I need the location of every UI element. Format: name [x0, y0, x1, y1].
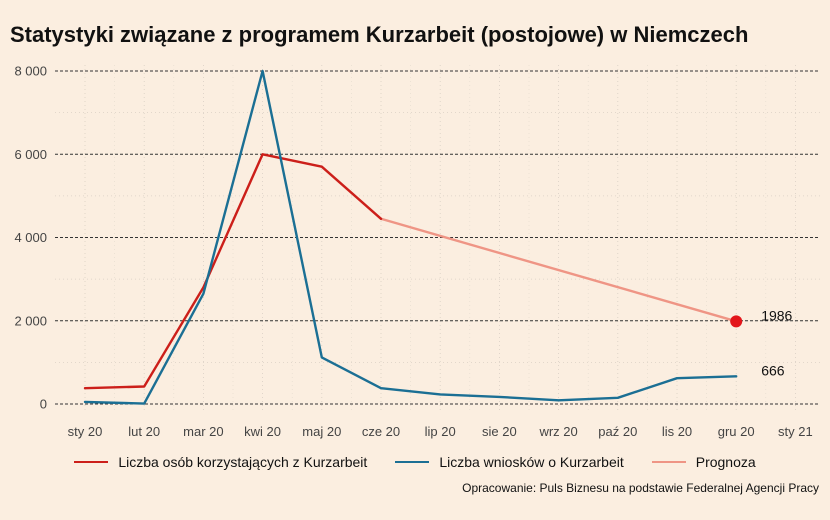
- annotations: 1986 666: [761, 307, 792, 378]
- x-tick-label: gru 20: [718, 424, 755, 439]
- y-tick-label: 0: [40, 397, 47, 412]
- legend-item: Prognoza: [651, 454, 756, 470]
- legend-label: Liczba wniosków o Kurzarbeit: [439, 454, 624, 470]
- forecast-point-marker: [730, 315, 743, 328]
- source-note: Opracowanie: Puls Biznesu na podstawie F…: [462, 481, 819, 495]
- legend-swatch: [395, 461, 430, 463]
- x-tick-label: maj 20: [302, 424, 341, 439]
- chart-title: Statystyki związane z programem Kurzarbe…: [10, 22, 749, 47]
- point-markers: [730, 315, 743, 328]
- data-label: 666: [761, 362, 785, 378]
- legend-swatch: [74, 461, 109, 463]
- data-label: 1986: [761, 307, 792, 323]
- x-tick-label: lis 20: [662, 424, 692, 439]
- series-line: [83, 69, 738, 405]
- series-lines: [83, 69, 738, 405]
- y-tick-label: 4 000: [14, 230, 47, 245]
- y-tick-label: 2 000: [14, 313, 47, 328]
- legend-item: Liczba wniosków o Kurzarbeit: [395, 454, 624, 470]
- x-tick-label: sty 21: [778, 424, 813, 439]
- y-axis-ticks: 0 2 000 4 000 6 000 8 000: [14, 64, 47, 412]
- x-tick-label: lip 20: [425, 424, 456, 439]
- x-tick-label: kwi 20: [244, 424, 281, 439]
- legend-item: Liczba osób korzystających z Kurzarbeit: [74, 454, 367, 470]
- legend-swatch: [651, 461, 686, 463]
- legend-label: Prognoza: [695, 454, 756, 470]
- legend-label: Liczba osób korzystających z Kurzarbeit: [118, 454, 368, 470]
- legend: Liczba osób korzystających z Kurzarbeit L…: [0, 454, 830, 470]
- series-line: [83, 153, 383, 390]
- x-tick-label: wrz 20: [538, 424, 577, 439]
- y-tick-label: 6 000: [14, 147, 47, 162]
- x-tick-label: lut 20: [128, 424, 160, 439]
- x-tick-label: sie 20: [482, 424, 517, 439]
- x-tick-label: paź 20: [598, 424, 637, 439]
- x-tick-label: cze 20: [362, 424, 400, 439]
- line-chart: 0 2 000 4 000 6 000 8 000 sty 20 lut 20 mar 20…: [14, 64, 820, 439]
- series-line: [379, 217, 738, 323]
- y-tick-label: 8 000: [14, 64, 47, 79]
- x-tick-label: sty 20: [68, 424, 103, 439]
- x-tick-label: mar 20: [183, 424, 223, 439]
- x-axis-ticks: sty 20 lut 20 mar 20 kwi 20 maj 20 cze 20 lip …: [68, 424, 813, 439]
